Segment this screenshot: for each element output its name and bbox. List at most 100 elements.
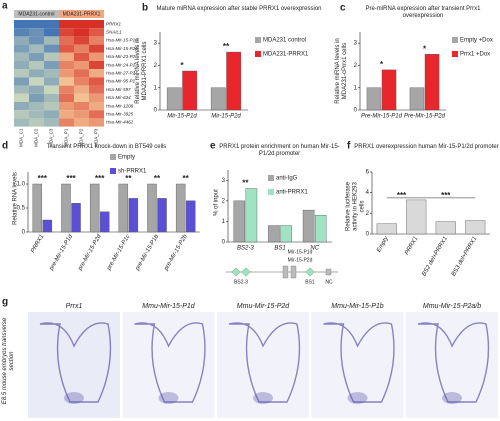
x-tick-label: pre-Mir-15-P2b (163, 233, 189, 272)
diagram-label: NC (325, 279, 333, 285)
heat-cell (29, 110, 44, 119)
heat-cell (44, 85, 59, 94)
heat-cell (44, 93, 59, 102)
legend-label: MDA231-PRRX1 (263, 52, 309, 58)
embryo-shape (39, 322, 112, 403)
legend-label: Empty (118, 155, 135, 161)
heat-cell (14, 44, 29, 53)
bar (233, 200, 246, 243)
row-label: Hsa-Mir-95-P2 (106, 79, 136, 84)
gene-box (325, 268, 332, 276)
heat-cell (44, 52, 59, 61)
bar (210, 87, 226, 111)
significance: ** (125, 174, 132, 183)
section-image (406, 312, 498, 418)
image-label: Mmu-Mir-15-P1b (331, 303, 383, 310)
heat-cell (74, 28, 89, 37)
significance: ** (242, 179, 249, 188)
y-axis-label: % of input (213, 189, 220, 216)
heat-cell (74, 61, 89, 70)
column-label: MDA_P1 (64, 128, 69, 147)
heat-cell (59, 20, 74, 29)
heat-cell (44, 102, 59, 111)
row-label: Hsa-Mir-27-P2 (106, 70, 136, 75)
stain (158, 392, 179, 404)
group-box (59, 10, 104, 18)
stain (347, 392, 368, 404)
heat-cell (74, 20, 89, 29)
heat-cell (29, 61, 44, 70)
y-tick-label: 6 (366, 170, 370, 176)
image-label: Mmu-Mir-15-P1d (142, 303, 195, 310)
heat-cell (89, 20, 104, 29)
bar (435, 221, 456, 235)
y-tick-label: 2 (222, 198, 226, 204)
heat-cell (14, 20, 29, 29)
heat-cell (29, 52, 44, 61)
heat-cell (44, 61, 59, 70)
heat-cell (89, 102, 104, 111)
heat-cell (89, 36, 104, 45)
heat-cell (89, 93, 104, 102)
legend-label: sh-PRRX1 (118, 169, 147, 175)
x-tick-label: Mir-15-P2d (211, 114, 241, 120)
significance: *** (66, 174, 76, 183)
row-label: Hsa-Mir-634 (106, 95, 131, 100)
heat-cell (44, 36, 59, 45)
bar (409, 87, 425, 111)
image-label: Prrx1 (66, 303, 83, 310)
chart-title: PRRX1 protein enrichment on human Mir-15… (219, 144, 340, 157)
column-label: MDA_C1 (19, 128, 24, 147)
binding-site (305, 267, 315, 277)
bar (268, 225, 280, 243)
group-box (14, 10, 59, 18)
y-tick-label: 4 (366, 190, 370, 196)
heat-cell (74, 93, 89, 102)
heat-cell (89, 52, 104, 61)
x-tick-label: BS2 del+PRRX1 (421, 236, 448, 278)
heat-cell (14, 110, 29, 119)
heat-cell (74, 36, 89, 45)
bar (406, 199, 427, 235)
heat-cell (74, 44, 89, 53)
y-tick-label: 1 (154, 85, 158, 91)
heat-cell (59, 102, 74, 111)
y-tick-label: 2 (354, 63, 358, 69)
legend-swatch (110, 154, 116, 160)
y-tick-label: 3 (222, 178, 226, 184)
chart-title: Pre-miRNA expression after transient Prr… (365, 6, 481, 19)
significance: * (423, 44, 427, 53)
heat-cell (74, 110, 89, 119)
bar (465, 220, 486, 235)
x-tick-label: pre-Mir-15-P2d (77, 233, 103, 272)
x-tick-label: pre-Mir-15-P1c (106, 234, 132, 272)
bar (424, 54, 440, 111)
bar (118, 183, 129, 233)
bar (245, 188, 258, 243)
x-tick-label: Empty (376, 235, 390, 254)
row-label: Hsa-Mir-24-P1 (106, 62, 136, 67)
heat-cell (29, 44, 44, 53)
heat-cell (59, 28, 74, 37)
significance: *** (441, 191, 451, 200)
stain (253, 392, 273, 404)
heat-cell (29, 102, 44, 111)
heat-cell (59, 61, 74, 70)
stain (64, 392, 84, 404)
heat-cell (44, 69, 59, 78)
bar (157, 198, 167, 233)
heat-cell (44, 20, 59, 29)
x-tick-label: BS3 del+PRRX1 (451, 236, 478, 278)
heat-cell (74, 102, 89, 111)
significance: * (180, 61, 184, 70)
heat-cell (59, 118, 74, 127)
section-image (28, 312, 120, 418)
significance: ** (154, 174, 161, 183)
group-label: MDA231-PRRX1 (63, 11, 101, 17)
binding-site (231, 267, 241, 277)
bar (99, 211, 110, 233)
panel-letter: d (2, 141, 8, 152)
heat-cell (59, 110, 74, 119)
heat-cell (14, 69, 29, 78)
embryo-shape (228, 322, 301, 403)
